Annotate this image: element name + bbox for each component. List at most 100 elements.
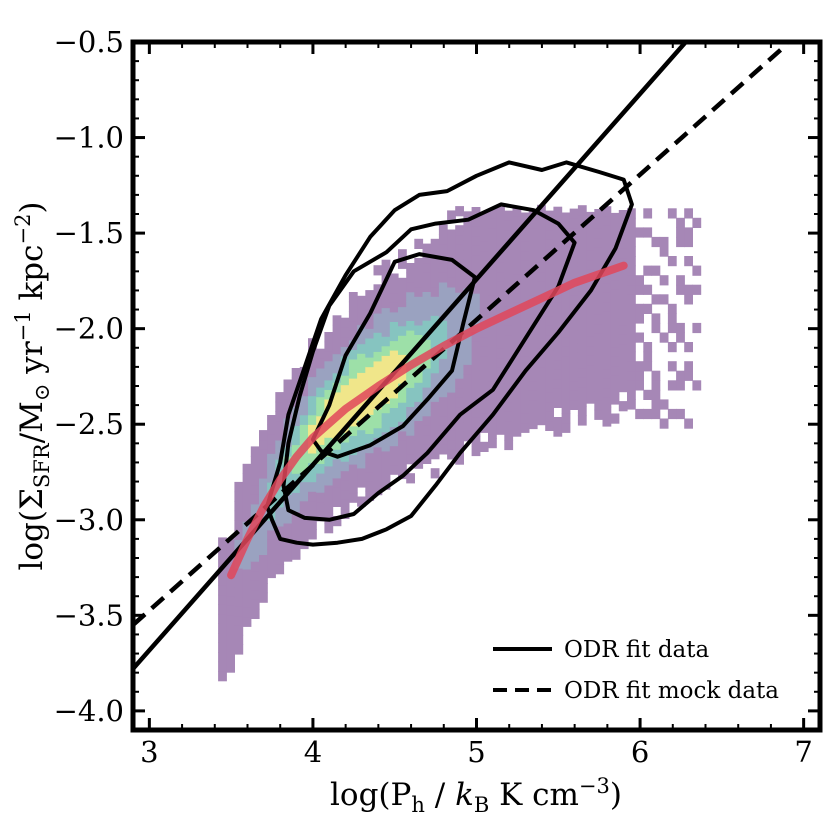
density-cell [250, 599, 260, 610]
density-cell [438, 358, 448, 369]
density-cell [676, 275, 685, 286]
density-cell [545, 325, 554, 336]
density-cell [577, 329, 587, 340]
density-cell [242, 502, 252, 513]
density-cell [438, 262, 448, 273]
density-cell [299, 424, 309, 435]
density-cell [618, 401, 628, 412]
density-cell [267, 529, 276, 540]
density-cell [684, 342, 693, 353]
density-cell [471, 226, 481, 237]
density-cell [610, 346, 620, 357]
density-cell [553, 245, 563, 256]
density-cell [659, 275, 669, 286]
density-cell [348, 454, 358, 465]
density-cell [479, 394, 489, 405]
density-cell [250, 541, 260, 553]
density-cell [545, 239, 554, 250]
density-cell [357, 467, 366, 478]
density-cell [488, 294, 497, 305]
density-cell [259, 458, 268, 469]
density-cell [479, 269, 489, 280]
density-cell [676, 322, 685, 334]
density-cell [365, 328, 375, 339]
density-cell [659, 236, 669, 248]
density-cell [414, 391, 424, 402]
density-cell [365, 337, 375, 348]
density-cell [218, 566, 227, 577]
density-cell [561, 394, 571, 405]
density-cell [561, 384, 571, 395]
density-cell [594, 285, 604, 296]
density-cell [537, 367, 546, 378]
density-cell [357, 458, 366, 469]
density-cell [398, 335, 407, 346]
density-cell [692, 284, 702, 295]
density-cell [365, 357, 375, 368]
axis-ticks: 3 4 5 6 7 −0.5 −1.0 −1.5 −2.0 −2.5 −3.0 −3.5 −4.0 [54, 25, 820, 769]
density-cell [234, 539, 244, 550]
density-cell [340, 441, 350, 453]
density-cell [561, 231, 571, 242]
density-cell [455, 378, 464, 389]
density-cell [602, 234, 612, 245]
x-tick-label: 7 [794, 735, 812, 769]
density-cell [667, 342, 677, 353]
density-cell [520, 231, 530, 242]
density-cell [365, 299, 375, 310]
density-cell [299, 519, 309, 530]
density-cell [545, 392, 554, 403]
density-cell [414, 315, 424, 326]
density-cell [520, 355, 530, 366]
density-cell [324, 427, 334, 438]
density-cell [586, 345, 595, 356]
y-tick-label: −3.5 [54, 598, 124, 632]
density-cell [504, 382, 514, 393]
density-cell [504, 325, 514, 336]
density-cell [283, 389, 293, 400]
density-cell [398, 373, 407, 384]
density-cell [422, 377, 432, 388]
density-cell [406, 263, 415, 274]
density-cell [291, 540, 301, 551]
density-cell [577, 386, 587, 397]
density-cell [316, 492, 325, 503]
density-cell [463, 335, 473, 346]
density-cell [365, 490, 375, 501]
density-cell [553, 397, 563, 408]
density-cell [422, 320, 432, 331]
density-cell [283, 532, 293, 543]
density-cell [332, 487, 342, 498]
density-cell [651, 380, 661, 391]
density-cell [520, 327, 530, 338]
density-cell [259, 583, 268, 594]
density-cell [618, 315, 628, 326]
density-cell [414, 420, 424, 431]
density-cell [430, 315, 440, 326]
density-cell [226, 633, 235, 645]
density-cell [438, 396, 448, 407]
density-cell [610, 251, 620, 262]
density-cell [479, 327, 489, 338]
density-cell [594, 218, 604, 229]
density-cell [667, 313, 677, 324]
density-cell [430, 372, 440, 383]
density-cell [324, 504, 334, 515]
density-cell [348, 406, 358, 417]
density-cell [299, 529, 309, 540]
density-cell [463, 345, 473, 356]
density-cell [447, 344, 456, 355]
density-cell [398, 258, 407, 269]
density-cell [553, 225, 563, 236]
density-cell [365, 443, 375, 454]
density-cell [496, 415, 505, 426]
density-cell [234, 520, 244, 531]
density-cell [357, 362, 366, 373]
density-cell [618, 248, 628, 259]
density-cell [414, 305, 424, 316]
density-cell [422, 243, 432, 254]
density-cell [340, 480, 350, 491]
density-cell [455, 435, 464, 446]
density-cell [659, 399, 669, 410]
density-cell [291, 415, 301, 426]
